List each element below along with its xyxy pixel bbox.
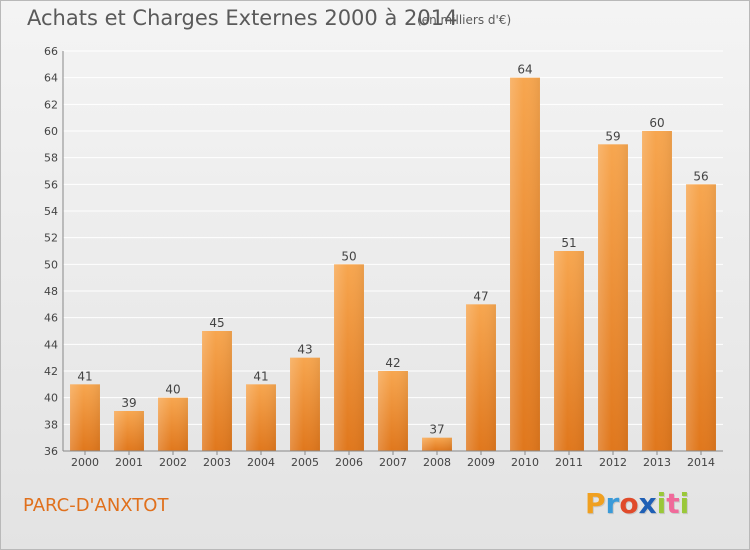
y-tick-label: 48	[44, 285, 58, 298]
data-label: 40	[165, 383, 180, 397]
y-tick-label: 64	[44, 72, 58, 85]
labels-layer: 41 39 40 45 41 43 50 42 37 47 64 51 59 60 56	[77, 63, 708, 437]
bar-shine	[290, 357, 320, 451]
data-label: 47	[473, 289, 488, 303]
data-label: 41	[77, 369, 92, 383]
x-tick-label: 2003	[203, 456, 231, 469]
bar-shine	[510, 77, 540, 452]
bar-shine	[642, 131, 672, 451]
bar-shine	[422, 437, 452, 451]
chart-subtitle: (en milliers d'€)	[417, 13, 512, 27]
y-tick-label: 36	[44, 445, 58, 458]
data-label: 56	[693, 169, 708, 183]
y-tick-label: 50	[44, 258, 58, 271]
chart-title: Achats et Charges Externes 2000 à 2014	[27, 6, 458, 30]
bar-shine	[598, 144, 628, 452]
data-label: 41	[253, 369, 268, 383]
x-tick-label: 2006	[335, 456, 363, 469]
bar-shine	[70, 384, 100, 451]
data-label: 37	[429, 423, 444, 437]
bar-shine	[334, 264, 364, 451]
y-tick-label: 46	[44, 312, 58, 325]
proxiti-logo[interactable]: Proxiti	[585, 487, 690, 520]
data-label: 59	[605, 129, 620, 143]
bar-shine	[466, 304, 496, 451]
axis-layer: 36 38 40 42 44 46 48 50 52 54 56 58 60 62 64 66 2000 2001…	[44, 45, 723, 469]
bar-shine	[686, 184, 716, 452]
data-label: 43	[297, 343, 312, 357]
data-label: 51	[561, 236, 576, 250]
x-tick-label: 2009	[467, 456, 495, 469]
x-tick-label: 2000	[71, 456, 99, 469]
x-tick-label: 2001	[115, 456, 143, 469]
x-tick-label: 2008	[423, 456, 451, 469]
x-tick-label: 2013	[643, 456, 671, 469]
bar-shine	[246, 384, 276, 451]
data-label: 42	[385, 356, 400, 370]
y-tick-label: 40	[44, 392, 58, 405]
y-tick-label: 66	[44, 45, 58, 58]
x-tick-label: 2005	[291, 456, 319, 469]
x-tick-label: 2010	[511, 456, 539, 469]
y-tick-label: 42	[44, 365, 58, 378]
x-tick-label: 2002	[159, 456, 187, 469]
y-tick-label: 52	[44, 232, 58, 245]
bar-shine	[554, 251, 584, 451]
data-label: 60	[649, 116, 664, 130]
bar-shine	[114, 411, 144, 451]
x-tick-label: 2014	[687, 456, 715, 469]
commune-name: PARC-D'ANXTOT	[23, 495, 169, 516]
x-tick-label: 2004	[247, 456, 275, 469]
data-label: 39	[121, 396, 136, 410]
bar-shine	[158, 397, 188, 451]
data-label: 45	[209, 316, 224, 330]
x-tick-label: 2012	[599, 456, 627, 469]
data-label: 50	[341, 249, 356, 263]
y-tick-label: 56	[44, 178, 58, 191]
x-tick-label: 2007	[379, 456, 407, 469]
y-tick-label: 58	[44, 152, 58, 165]
y-tick-label: 62	[44, 98, 58, 111]
bars-layer	[70, 77, 716, 452]
x-tick-label: 2011	[555, 456, 583, 469]
data-label: 64	[517, 63, 532, 77]
y-tick-label: 44	[44, 338, 58, 351]
bar-shine	[378, 371, 408, 451]
y-tick-label: 38	[44, 418, 58, 431]
bar-shine	[202, 331, 232, 451]
y-tick-label: 60	[44, 125, 58, 138]
y-tick-label: 54	[44, 205, 58, 218]
